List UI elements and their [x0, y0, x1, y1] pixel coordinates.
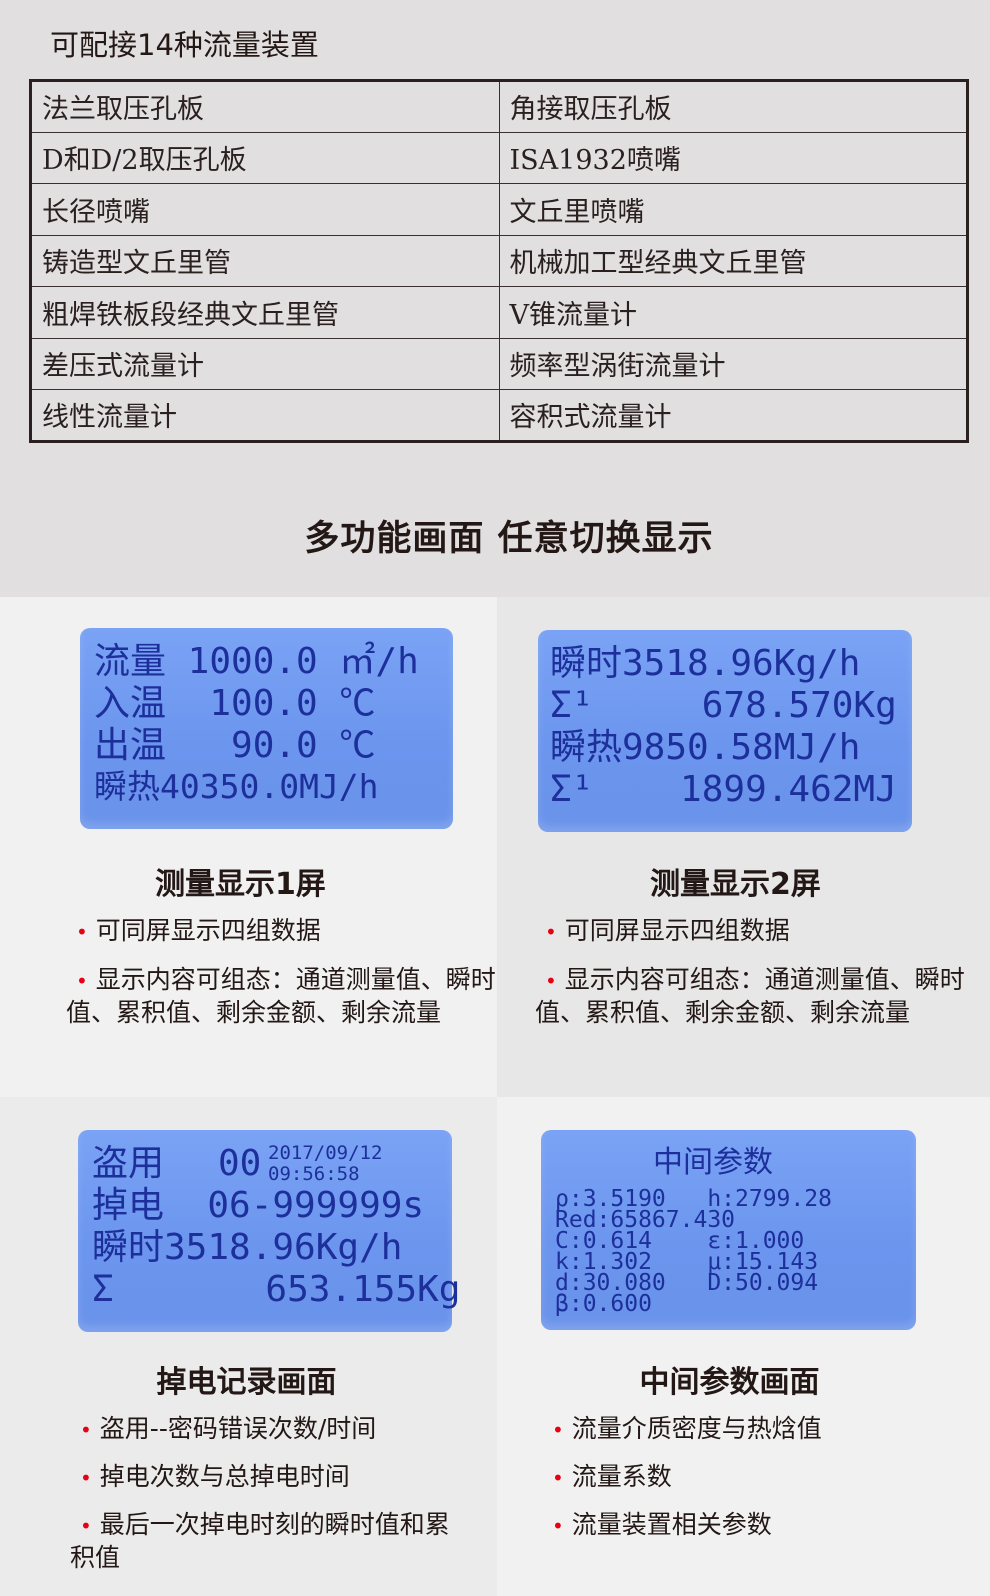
- lcd-line: 出温 90.0 ℃: [94, 725, 376, 766]
- lcd-screen: 瞬时3518.96Kg/h Σ¹ 678.570Kg 瞬热9850.58MJ/h…: [538, 630, 912, 832]
- lcd-line: β:0.600: [555, 1291, 652, 1317]
- lcd-line: 中间参数: [653, 1145, 773, 1180]
- bullet-item: 盗用--密码错误次数/时间: [99, 1414, 377, 1443]
- caption: 测量显示2屏: [650, 867, 821, 902]
- lcd-line: 流量 1000.0 ㎡/h: [94, 641, 419, 682]
- caption: 测量显示1屏: [155, 867, 326, 902]
- bullet-item: 显示内容可组态：通道测量值、瞬时值、累积值、剩余金额、剩余流量: [66, 965, 496, 1027]
- lcd-line: 09:56:58: [268, 1163, 360, 1185]
- panel-measure-1: 流量 1000.0 ㎡/h 入温 100.0 ℃ 出温 90.0 ℃ 瞬热403…: [0, 597, 497, 1097]
- table-row: D和D/2取压孔板 ISA1932喷嘴: [30, 131, 968, 184]
- table-row: 法兰取压孔板 角接取压孔板: [30, 80, 968, 133]
- bullet-item: 流量装置相关参数: [571, 1510, 772, 1539]
- bullet-item: 可同屏显示四组数据: [564, 916, 790, 945]
- bullet-item: 最后一次掉电时刻的瞬时值和累积值: [70, 1510, 450, 1572]
- panel-power-loss: 盗用 00 2017/09/12 09:56:58 掉电 06-999999s …: [0, 1097, 497, 1596]
- device-cell: 机械加工型经典文丘里管: [498, 234, 968, 287]
- lcd-line: 盗用: [92, 1143, 165, 1184]
- lcd-line: ρ:3.5190 h:2799.28: [555, 1186, 832, 1212]
- device-cell: 文丘里喷嘴: [498, 183, 968, 236]
- lcd-line: 瞬热9850.58MJ/h: [550, 727, 861, 768]
- lcd-line: k:1.302 μ:15.143: [555, 1249, 819, 1275]
- lcd-line: 入温 100.0 ℃: [94, 683, 376, 724]
- section-title: 可配接14种流量装置: [50, 28, 319, 62]
- lcd-line: Σ¹ 1899.462MJ: [550, 769, 897, 810]
- lcd-line: d:30.080 D:50.094: [555, 1270, 819, 1296]
- lcd-line: 掉电 06-999999s: [92, 1185, 425, 1226]
- bullet-list: • 可同屏显示四组数据 • 显示内容可组态：通道测量值、瞬时值、累积值、剩余金额、剩…: [535, 916, 965, 1027]
- device-cell: 容积式流量计: [498, 389, 968, 442]
- bullet-list: • 流量介质密度与热焓值 • 流量系数 • 流量装置相关参数: [552, 1414, 822, 1539]
- lcd-line: 2017/09/12: [268, 1142, 383, 1164]
- bullet-item: 流量介质密度与热焓值: [571, 1414, 822, 1443]
- device-cell: 粗焊铁板段经典文丘里管: [30, 286, 500, 339]
- lcd-screen: 盗用 00 2017/09/12 09:56:58 掉电 06-999999s …: [78, 1130, 460, 1332]
- device-cell: V锥流量计: [498, 286, 968, 339]
- device-cell: 法兰取压孔板: [30, 80, 500, 133]
- lcd-line: Red:65867.430: [555, 1207, 736, 1233]
- device-cell: 频率型涡街流量计: [498, 337, 968, 390]
- table-row: 铸造型文丘里管 机械加工型经典文丘里管: [30, 234, 968, 287]
- bullet-item: 流量系数: [571, 1462, 672, 1491]
- lcd-line: Σ¹ 678.570Kg: [550, 685, 897, 726]
- caption: 掉电记录画面: [156, 1365, 337, 1400]
- device-cell: ISA1932喷嘴: [498, 131, 968, 184]
- lcd-line: 瞬热40350.0MJ/h: [94, 767, 379, 806]
- device-cell: 线性流量计: [30, 389, 500, 442]
- panel-measure-2: 瞬时3518.96Kg/h Σ¹ 678.570Kg 瞬热9850.58MJ/h…: [497, 597, 990, 1097]
- device-table: 法兰取压孔板 角接取压孔板 D和D/2取压孔板 ISA1932喷嘴 长径喷嘴 文丘里喷嘴铸…: [29, 79, 969, 443]
- display-heading: 多功能画面 任意切换显示: [304, 519, 714, 559]
- lcd-line: 瞬时3518.96Kg/h: [550, 643, 861, 684]
- lcd-line: 00: [218, 1143, 262, 1184]
- bullet-item: 掉电次数与总掉电时间: [99, 1462, 350, 1491]
- table-row: 长径喷嘴 文丘里喷嘴: [30, 183, 968, 236]
- device-cell: 差压式流量计: [30, 337, 500, 390]
- device-cell: 长径喷嘴: [30, 183, 500, 236]
- table-row: 粗焊铁板段经典文丘里管 V锥流量计: [30, 286, 968, 339]
- lcd-screen: 流量 1000.0 ㎡/h 入温 100.0 ℃ 出温 90.0 ℃ 瞬热403…: [80, 628, 453, 829]
- bullet-item: 可同屏显示四组数据: [95, 916, 321, 945]
- bullet-list: • 盗用--密码错误次数/时间 • 掉电次数与总掉电时间 • 最后一次掉电时刻的瞬时值…: [70, 1414, 450, 1572]
- panel-intermediate-params: 中间参数 ρ:3.5190 h:2799.28 Red:65867.430 C:…: [497, 1097, 990, 1596]
- lcd-screen: 中间参数 ρ:3.5190 h:2799.28 Red:65867.430 C:…: [541, 1130, 916, 1330]
- table-row: 差压式流量计 频率型涡街流量计: [30, 337, 968, 390]
- device-cell: 角接取压孔板: [498, 80, 968, 133]
- bullet-item: 显示内容可组态：通道测量值、瞬时值、累积值、剩余金额、剩余流量: [535, 965, 965, 1027]
- caption: 中间参数画面: [639, 1365, 820, 1400]
- bullet-list: • 可同屏显示四组数据 • 显示内容可组态：通道测量值、瞬时值、累积值、剩余金额、剩…: [66, 916, 496, 1027]
- lcd-line: C:0.614 ε:1.000: [555, 1228, 805, 1254]
- lcd-line: Σ 653.155Kg: [92, 1269, 461, 1310]
- table-row: 线性流量计 容积式流量计: [30, 389, 968, 442]
- lcd-line: 瞬时3518.96Kg/h: [92, 1227, 403, 1268]
- device-cell: 铸造型文丘里管: [30, 234, 500, 287]
- device-cell: D和D/2取压孔板: [30, 131, 500, 184]
